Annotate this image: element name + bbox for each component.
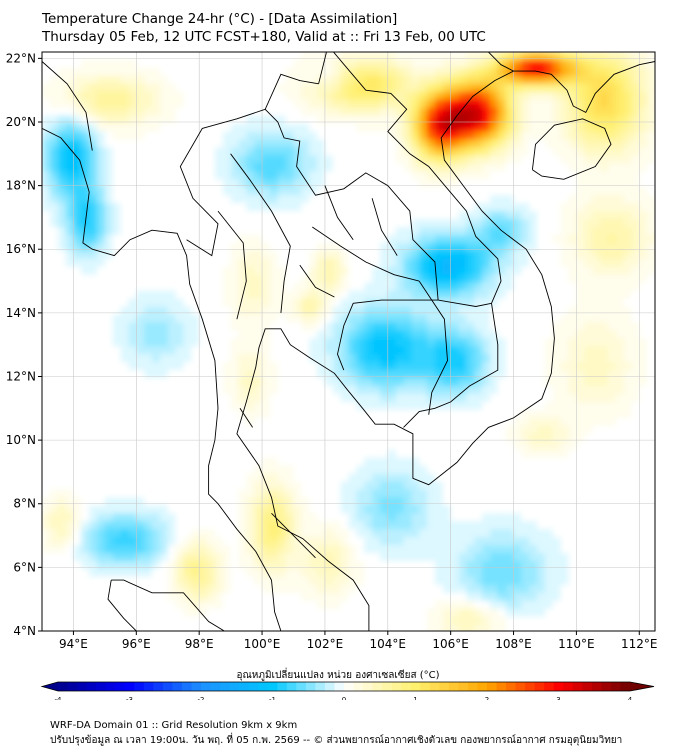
- colorbar-min-extend: [42, 682, 58, 691]
- lon-tick-label: 96°E: [122, 637, 151, 651]
- colorbar-tick-label: -4: [55, 696, 63, 700]
- colorbar-tick-label: 1: [413, 696, 417, 700]
- lon-tick-label: 94°E: [59, 637, 88, 651]
- lat-tick-label: 10°N: [6, 433, 36, 447]
- colorbar-tick-label: 4: [628, 696, 633, 700]
- lon-tick-label: 98°E: [185, 637, 214, 651]
- lat-tick-label: 18°N: [6, 179, 36, 193]
- latitude-axis: 4°N 6°N 8°N 10°N 12°N 14°N 16°N 18°N 20°N 22°N: [6, 51, 42, 638]
- graticule: [42, 52, 655, 631]
- colorbar-tick-label: -1: [269, 696, 276, 700]
- colorbar-tick-label: 2: [485, 696, 489, 700]
- lat-tick-label: 22°N: [6, 51, 36, 65]
- lon-tick-label: 102°E: [307, 637, 344, 651]
- lon-tick-label: 100°E: [244, 637, 281, 651]
- title-line-1: Temperature Change 24-hr (°C) - [Data As…: [42, 11, 398, 27]
- lat-tick-label: 20°N: [6, 115, 36, 129]
- footer-line-1: WRF-DA Domain 01 :: Grid Resolution 9km …: [50, 720, 298, 731]
- lat-tick-label: 12°N: [6, 369, 36, 383]
- temperature-change-field: [42, 52, 655, 631]
- map-title: Temperature Change 24-hr (°C) - [Data As…: [42, 10, 486, 46]
- colorbar-title: อุณหภูมิเปลี่ยนแปลง หน่วย องศาเซลเซียส (…: [236, 670, 440, 681]
- plot-frame: [41, 51, 656, 632]
- lon-tick-label: 104°E: [370, 637, 407, 651]
- colorbar-max-extend: [630, 682, 654, 691]
- lat-tick-label: 14°N: [6, 306, 36, 320]
- lat-tick-label: 8°N: [13, 497, 36, 511]
- colorbar-tick-label: -3: [126, 696, 133, 700]
- colorbar-tick-label: 0: [342, 696, 346, 700]
- lat-tick-label: 4°N: [13, 624, 36, 638]
- lat-tick-label: 6°N: [13, 560, 36, 574]
- coastlines-and-borders: [42, 52, 655, 631]
- colorbar: -4 -3 -2 -1 0 1 2 3 4: [40, 681, 655, 700]
- longitude-axis: 94°E 96°E 98°E 100°E 102°E 104°E 106°E 108°E 110…: [59, 631, 658, 651]
- lon-tick-label: 106°E: [432, 637, 469, 651]
- footer-line-2: ปรับปรุงข้อมูล ณ เวลา 19:00น. วัน พฤ. ที…: [50, 735, 623, 746]
- lon-tick-label: 108°E: [495, 637, 532, 651]
- map-figure: 4°N 6°N 8°N 10°N 12°N 14°N 16°N 18°N 20°N 22°N 94…: [6, 51, 658, 700]
- colorbar-tick-label: -2: [198, 696, 205, 700]
- footer: WRF-DA Domain 01 :: Grid Resolution 9km …: [50, 718, 622, 748]
- title-line-2: Thursday 05 Feb, 12 UTC FCST+180, Valid …: [42, 29, 486, 45]
- lon-tick-label: 112°E: [621, 637, 658, 651]
- lat-tick-label: 16°N: [6, 242, 36, 256]
- colorbar-tick-label: 3: [556, 696, 560, 700]
- lon-tick-label: 110°E: [558, 637, 595, 651]
